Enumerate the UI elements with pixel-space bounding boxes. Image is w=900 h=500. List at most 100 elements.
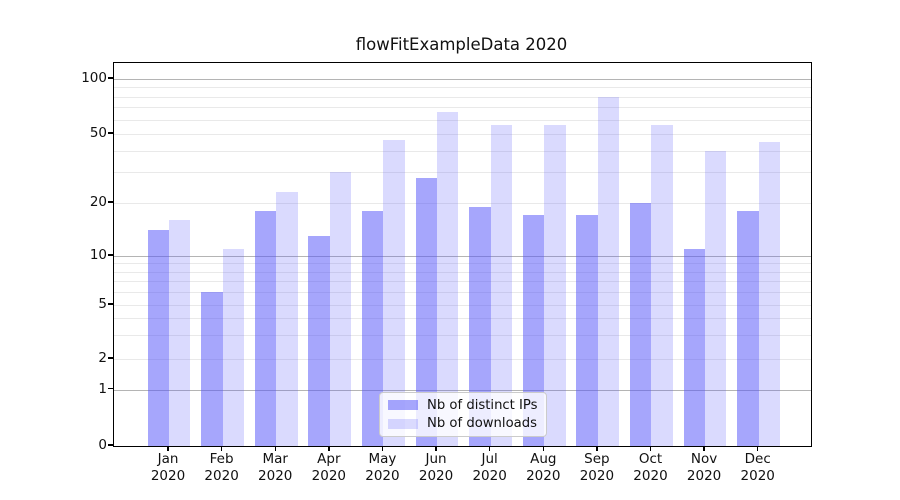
x-tick-month: Apr	[317, 451, 341, 467]
x-tick-mark	[381, 446, 384, 451]
y-tick-mark	[108, 357, 113, 359]
x-tick-label: Jun 2020	[401, 451, 471, 485]
legend-label-downloads: Nb of downloads	[427, 416, 537, 432]
y-tick-label: 20	[89, 194, 107, 210]
y-tick-mark	[108, 303, 113, 305]
x-tick-mark	[542, 446, 544, 451]
legend-label-ips: Nb of distinct IPs	[427, 397, 538, 413]
minor-gridline	[114, 107, 811, 109]
x-tick-label: Jul 2020	[455, 451, 525, 485]
legend: Nb of distinct IPs Nb of downloads	[379, 392, 547, 437]
x-tick-mark	[435, 446, 437, 451]
x-tick-month: May	[368, 451, 397, 467]
y-tick-label: 2	[98, 350, 107, 366]
bar-downloads	[651, 125, 673, 446]
bar-distinct-ips	[415, 177, 438, 446]
x-tick-year: 2020	[365, 468, 400, 484]
x-tick-year: 2020	[150, 468, 186, 484]
minor-gridline	[114, 335, 811, 337]
x-tick-month: Feb	[209, 451, 234, 467]
bar-distinct-ips	[201, 292, 223, 446]
bar-downloads	[490, 125, 513, 446]
x-tick-month: Aug	[530, 451, 557, 467]
bar-distinct-ips	[469, 206, 491, 446]
x-tick-year: 2020	[526, 468, 561, 484]
legend-item-distinct-ips: Nb of distinct IPs	[388, 396, 538, 415]
x-tick-year: 2020	[204, 468, 239, 484]
y-tick-label: 100	[81, 70, 107, 86]
x-tick-mark	[167, 446, 169, 451]
y-tick-label: 10	[89, 247, 107, 263]
bar-downloads	[437, 111, 459, 446]
y-tick-label: 0	[98, 437, 107, 453]
minor-gridline	[114, 281, 811, 283]
y-tick-label: 1	[98, 380, 107, 397]
minor-gridline	[114, 172, 811, 174]
bar-distinct-ips	[683, 248, 706, 446]
x-tick-year: 2020	[418, 468, 454, 484]
legend-swatch-downloads-icon	[388, 418, 418, 429]
bar-downloads	[597, 96, 620, 446]
x-tick-label: Feb 2020	[187, 451, 257, 485]
bar-downloads	[705, 150, 727, 446]
bar-downloads	[383, 140, 405, 446]
x-tick-label: Apr 2020	[294, 451, 364, 485]
x-tick-label: Sep 2020	[562, 451, 632, 485]
bar-downloads	[329, 172, 352, 446]
x-tick-mark	[328, 446, 330, 451]
y-tick-mark	[108, 77, 113, 79]
x-tick-mark	[703, 446, 705, 451]
x-tick-year: 2020	[740, 468, 775, 484]
bar-distinct-ips	[254, 211, 277, 446]
x-tick-year: 2020	[686, 468, 722, 484]
tick-gridline	[114, 305, 811, 306]
x-tick-month: Mar	[262, 451, 288, 467]
y-tick-mark	[108, 444, 113, 446]
major-gridline	[114, 79, 811, 80]
x-tick-month: Jun	[425, 451, 447, 467]
x-tick-year: 2020	[579, 468, 615, 484]
tick-gridline	[114, 203, 811, 204]
y-tick-mark	[108, 201, 113, 203]
bar-downloads	[222, 248, 244, 446]
chart-title: flowFitExampleData 2020	[355, 35, 568, 54]
bar-downloads	[544, 125, 566, 446]
minor-gridline	[114, 318, 811, 320]
bar-distinct-ips	[522, 215, 545, 446]
x-tick-mark	[757, 446, 759, 451]
minor-gridline	[114, 119, 811, 121]
x-tick-month: Jul	[481, 451, 498, 467]
y-tick-label: 5	[98, 296, 107, 312]
bar-downloads	[758, 141, 781, 446]
y-tick-mark	[108, 387, 113, 390]
x-tick-mark	[649, 446, 652, 451]
major-gridline	[114, 256, 811, 257]
x-tick-month: Sep	[584, 451, 610, 467]
x-tick-month: Dec	[744, 451, 771, 467]
x-tick-year: 2020	[472, 468, 507, 484]
y-tick-mark	[108, 132, 113, 134]
bar-downloads	[276, 192, 298, 446]
minor-gridline	[114, 271, 811, 273]
minor-gridline	[114, 263, 811, 265]
minor-gridline	[114, 150, 811, 152]
legend-item-downloads: Nb of downloads	[388, 415, 538, 434]
minor-gridline	[114, 87, 811, 89]
x-tick-year: 2020	[633, 468, 668, 484]
y-tick-label: 50	[89, 125, 107, 141]
bar-distinct-ips	[737, 211, 759, 446]
minor-gridline	[114, 96, 811, 98]
x-tick-label: Oct 2020	[615, 451, 685, 485]
x-tick-mark	[488, 446, 491, 451]
x-tick-label: Dec 2020	[723, 451, 793, 485]
x-tick-month: Nov	[690, 451, 718, 467]
x-tick-month: Jan	[157, 451, 179, 467]
x-tick-label: May 2020	[347, 451, 417, 485]
tick-gridline	[114, 134, 811, 135]
x-tick-label: Aug 2020	[508, 451, 578, 485]
x-tick-label: Nov 2020	[669, 451, 739, 485]
plot-area: Nb of distinct IPs Nb of downloads	[113, 62, 812, 447]
x-tick-label: Mar 2020	[240, 451, 310, 485]
x-tick-year: 2020	[311, 468, 346, 484]
